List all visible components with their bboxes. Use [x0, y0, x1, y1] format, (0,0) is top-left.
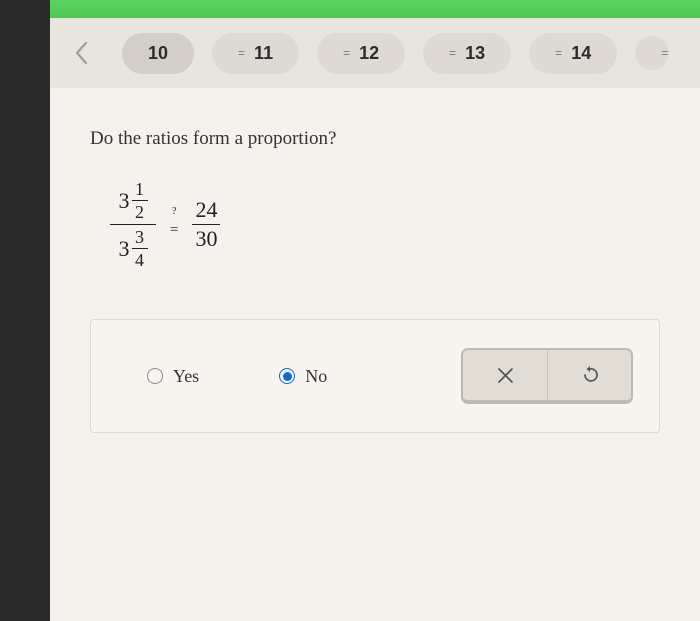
x-icon [497, 367, 514, 384]
fraction-bar [132, 200, 148, 201]
back-button[interactable] [70, 40, 94, 66]
option-label: No [305, 366, 327, 387]
fraction-bar [110, 224, 156, 225]
option-no[interactable]: No [279, 366, 327, 387]
tab-prefix: = [238, 46, 246, 60]
tab-prefix: = [555, 46, 563, 60]
fraction-bar [192, 224, 220, 225]
numerator: 3 [135, 228, 144, 246]
answer-panel: Yes No [90, 319, 660, 433]
relation-symbol: ? = [170, 211, 178, 239]
chevron-left-icon [73, 40, 91, 66]
denominator: 4 [135, 251, 144, 269]
equals-sign: = [170, 222, 178, 239]
tab-number: 13 [465, 43, 485, 64]
tab-11[interactable]: = 11 [212, 33, 299, 74]
undo-button[interactable] [547, 350, 631, 400]
tab-13[interactable]: = 13 [423, 33, 511, 74]
whole-part: 3 [119, 188, 130, 214]
tab-number: 10 [148, 43, 168, 64]
tab-number: 11 [254, 43, 273, 64]
radio-icon [147, 368, 163, 384]
progress-bar [50, 0, 700, 18]
whole-part: 3 [119, 236, 130, 262]
right-fraction: 24 30 [192, 199, 220, 250]
tab-next-partial[interactable]: = [635, 36, 669, 70]
tab-number: 14 [571, 43, 591, 64]
question-content: Do the ratios form a proportion? 3 1 2 3… [50, 88, 700, 433]
option-yes[interactable]: Yes [147, 366, 199, 387]
question-tab-bar: 10 = 11 = 12 = 13 = 14 = [50, 18, 700, 88]
mixed-number-bottom: 3 3 4 [119, 228, 148, 269]
numerator: 1 [135, 180, 144, 198]
tab-number: 12 [359, 43, 379, 64]
option-label: Yes [173, 366, 199, 387]
fraction-bar [132, 248, 148, 249]
tab-12[interactable]: = 12 [317, 33, 405, 74]
denominator: 2 [135, 203, 144, 221]
tab-prefix: = [343, 46, 351, 60]
fractional-part: 1 2 [132, 180, 148, 221]
tab-prefix: = [661, 46, 669, 60]
numerator: 24 [195, 199, 217, 221]
radio-icon [279, 368, 295, 384]
clear-button[interactable] [463, 350, 547, 400]
question-mark: ? [172, 206, 176, 217]
question-text: Do the ratios form a proportion? [90, 128, 660, 150]
tab-10[interactable]: 10 [122, 33, 194, 74]
action-button-group [461, 348, 633, 404]
fractional-part: 3 4 [132, 228, 148, 269]
left-complex-fraction: 3 1 2 3 3 4 [110, 180, 156, 269]
tab-14[interactable]: = 14 [529, 33, 617, 74]
app-panel: 10 = 11 = 12 = 13 = 14 = Do the ratios f… [50, 0, 700, 621]
mixed-number-top: 3 1 2 [119, 180, 148, 221]
tab-prefix: = [449, 46, 457, 60]
undo-icon [580, 365, 600, 385]
denominator: 30 [195, 228, 217, 250]
math-expression: 3 1 2 3 3 4 ? [110, 180, 660, 269]
